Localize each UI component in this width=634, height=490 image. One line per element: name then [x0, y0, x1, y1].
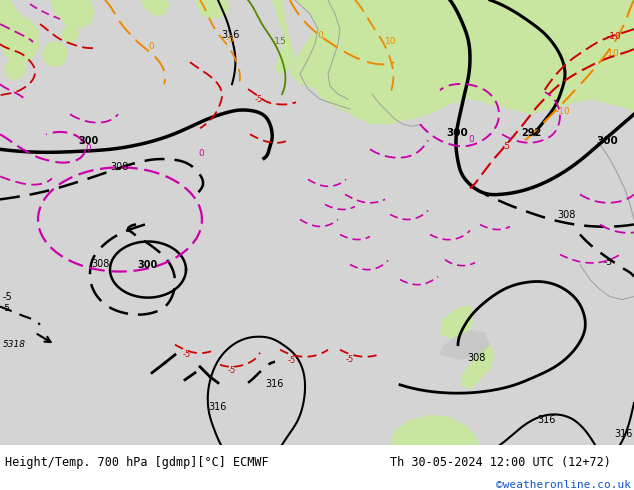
Text: -5: -5: [3, 292, 13, 302]
Text: 316: 316: [208, 402, 226, 412]
Text: 0: 0: [198, 149, 204, 158]
Text: -10: -10: [607, 32, 622, 41]
Text: 300: 300: [78, 136, 98, 147]
Text: 308: 308: [557, 210, 576, 221]
Polygon shape: [310, 0, 634, 29]
Text: -5: -5: [288, 356, 296, 365]
Text: -5: -5: [228, 366, 236, 375]
Polygon shape: [0, 0, 40, 49]
Circle shape: [62, 26, 78, 42]
Text: -5: -5: [346, 355, 354, 364]
Text: -10: -10: [556, 107, 571, 116]
Polygon shape: [440, 305, 475, 340]
Circle shape: [43, 42, 67, 66]
Polygon shape: [440, 330, 490, 360]
Polygon shape: [460, 410, 570, 445]
Polygon shape: [272, 0, 295, 74]
Text: Height/Temp. 700 hPa [gdmp][°C] ECMWF: Height/Temp. 700 hPa [gdmp][°C] ECMWF: [5, 456, 269, 468]
Text: 5318: 5318: [3, 340, 26, 349]
Circle shape: [2, 26, 38, 62]
Circle shape: [5, 59, 25, 79]
Text: 10: 10: [385, 37, 396, 46]
Polygon shape: [50, 0, 95, 29]
Polygon shape: [460, 344, 495, 390]
Text: 300: 300: [446, 128, 468, 138]
Text: 308: 308: [110, 162, 128, 172]
Text: 300: 300: [596, 136, 618, 147]
Text: -5: -5: [226, 35, 235, 44]
Text: -5: -5: [604, 258, 613, 267]
Text: 316: 316: [266, 379, 284, 389]
Polygon shape: [385, 0, 410, 89]
Text: 316: 316: [221, 30, 240, 40]
Text: 308: 308: [91, 259, 110, 269]
Text: -5: -5: [502, 142, 511, 151]
Text: 316: 316: [537, 415, 555, 425]
Text: 0: 0: [468, 135, 474, 144]
Text: 0: 0: [85, 145, 91, 153]
Text: 300: 300: [138, 260, 158, 270]
Polygon shape: [390, 415, 480, 445]
Polygon shape: [195, 0, 230, 19]
Text: -10: -10: [605, 49, 620, 58]
Polygon shape: [290, 0, 634, 99]
Polygon shape: [140, 0, 170, 16]
Text: 316: 316: [614, 429, 632, 439]
Text: 0: 0: [317, 31, 323, 40]
Text: ©weatheronline.co.uk: ©weatheronline.co.uk: [496, 480, 631, 490]
Text: -5: -5: [255, 95, 263, 104]
Text: -5: -5: [183, 350, 191, 359]
Text: 292: 292: [521, 128, 541, 138]
Text: 308: 308: [467, 353, 486, 363]
Text: 0: 0: [148, 42, 154, 51]
Text: -15: -15: [272, 37, 287, 46]
Text: Th 30-05-2024 12:00 UTC (12+72): Th 30-05-2024 12:00 UTC (12+72): [390, 456, 611, 468]
Text: -5: -5: [2, 304, 11, 313]
Polygon shape: [295, 0, 634, 124]
